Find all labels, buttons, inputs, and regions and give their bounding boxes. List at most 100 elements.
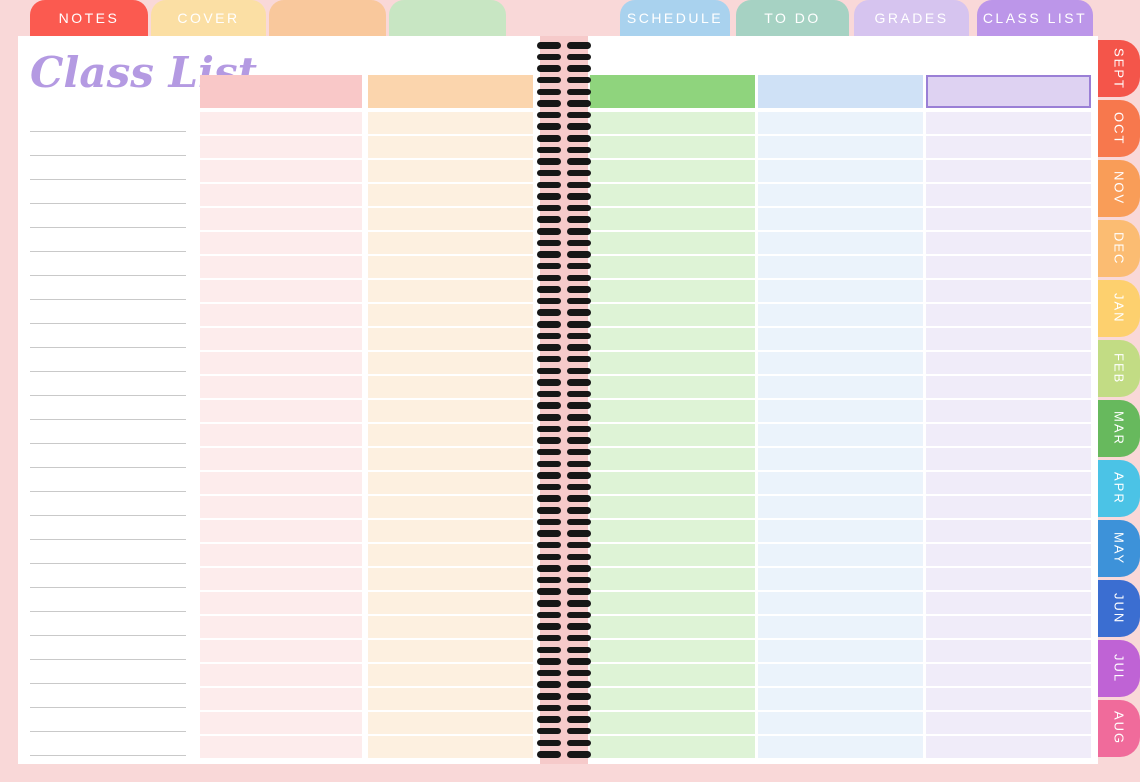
list-row[interactable] [758, 640, 923, 662]
list-row[interactable] [590, 232, 755, 254]
month-tab-mar[interactable]: MAR [1098, 400, 1140, 457]
month-tab-oct[interactable]: OCT [1098, 100, 1140, 157]
month-tab-feb[interactable]: FEB [1098, 340, 1140, 397]
list-row[interactable] [590, 328, 755, 350]
list-row[interactable] [368, 520, 533, 542]
list-row[interactable] [758, 520, 923, 542]
list-row[interactable] [368, 736, 533, 758]
list-row[interactable] [368, 112, 533, 134]
list-row[interactable] [926, 640, 1091, 662]
list-row[interactable] [758, 688, 923, 710]
list-row[interactable] [590, 352, 755, 374]
list-row[interactable] [926, 208, 1091, 230]
list-row[interactable] [758, 448, 923, 470]
list-row[interactable] [590, 616, 755, 638]
list-row[interactable] [926, 232, 1091, 254]
list-row[interactable] [926, 544, 1091, 566]
top-tab-schedule[interactable]: SCHEDULE [620, 0, 730, 36]
list-row[interactable] [758, 352, 923, 374]
list-row[interactable] [758, 712, 923, 734]
month-tab-dec[interactable]: DEC [1098, 220, 1140, 277]
list-row[interactable] [368, 400, 533, 422]
list-row[interactable] [590, 376, 755, 398]
top-tab-cover[interactable]: COVER [151, 0, 266, 36]
list-row[interactable] [368, 472, 533, 494]
list-row[interactable] [590, 568, 755, 590]
top-tab-to-do[interactable]: TO DO [736, 0, 849, 36]
list-row[interactable] [200, 232, 362, 254]
list-row[interactable] [368, 352, 533, 374]
list-row[interactable] [926, 592, 1091, 614]
list-row[interactable] [368, 136, 533, 158]
list-row[interactable] [200, 712, 362, 734]
list-row[interactable] [926, 304, 1091, 326]
top-tab-notes[interactable]: NOTES [30, 0, 148, 36]
list-row[interactable] [200, 448, 362, 470]
list-row[interactable] [926, 472, 1091, 494]
list-row[interactable] [758, 328, 923, 350]
list-row[interactable] [590, 112, 755, 134]
list-row[interactable] [368, 256, 533, 278]
list-row[interactable] [200, 688, 362, 710]
list-row[interactable] [926, 376, 1091, 398]
list-row[interactable] [926, 352, 1091, 374]
list-row[interactable] [758, 544, 923, 566]
list-row[interactable] [368, 688, 533, 710]
list-row[interactable] [200, 352, 362, 374]
list-row[interactable] [590, 496, 755, 518]
list-row[interactable] [758, 376, 923, 398]
list-row[interactable] [590, 400, 755, 422]
list-row[interactable] [590, 736, 755, 758]
month-tab-may[interactable]: MAY [1098, 520, 1140, 577]
list-row[interactable] [200, 592, 362, 614]
list-row[interactable] [926, 448, 1091, 470]
list-row[interactable] [368, 616, 533, 638]
list-row[interactable] [368, 232, 533, 254]
list-row[interactable] [758, 424, 923, 446]
list-row[interactable] [758, 496, 923, 518]
list-row[interactable] [926, 424, 1091, 446]
list-row[interactable] [758, 664, 923, 686]
list-row[interactable] [200, 280, 362, 302]
list-row[interactable] [758, 112, 923, 134]
list-row[interactable] [758, 232, 923, 254]
list-row[interactable] [758, 616, 923, 638]
list-row[interactable] [200, 568, 362, 590]
column-header[interactable] [926, 75, 1091, 108]
list-row[interactable] [200, 640, 362, 662]
list-row[interactable] [590, 688, 755, 710]
list-row[interactable] [590, 208, 755, 230]
list-row[interactable] [926, 664, 1091, 686]
column-header[interactable] [368, 75, 533, 108]
list-row[interactable] [758, 208, 923, 230]
list-row[interactable] [200, 208, 362, 230]
list-row[interactable] [368, 304, 533, 326]
list-row[interactable] [758, 160, 923, 182]
list-row[interactable] [926, 280, 1091, 302]
list-row[interactable] [200, 424, 362, 446]
list-row[interactable] [590, 280, 755, 302]
list-row[interactable] [200, 544, 362, 566]
month-tab-jan[interactable]: JAN [1098, 280, 1140, 337]
column-header[interactable] [590, 75, 755, 108]
list-row[interactable] [590, 136, 755, 158]
list-row[interactable] [368, 712, 533, 734]
list-row[interactable] [590, 448, 755, 470]
list-row[interactable] [926, 256, 1091, 278]
list-row[interactable] [590, 184, 755, 206]
list-row[interactable] [926, 184, 1091, 206]
top-tab-blank-4[interactable] [389, 0, 506, 36]
list-row[interactable] [368, 664, 533, 686]
list-row[interactable] [200, 136, 362, 158]
list-row[interactable] [926, 736, 1091, 758]
list-row[interactable] [200, 304, 362, 326]
list-row[interactable] [590, 520, 755, 542]
list-row[interactable] [200, 472, 362, 494]
list-row[interactable] [758, 472, 923, 494]
list-row[interactable] [926, 136, 1091, 158]
list-row[interactable] [590, 664, 755, 686]
list-row[interactable] [590, 544, 755, 566]
notes-area[interactable] [30, 108, 186, 756]
list-row[interactable] [590, 256, 755, 278]
list-row[interactable] [200, 520, 362, 542]
